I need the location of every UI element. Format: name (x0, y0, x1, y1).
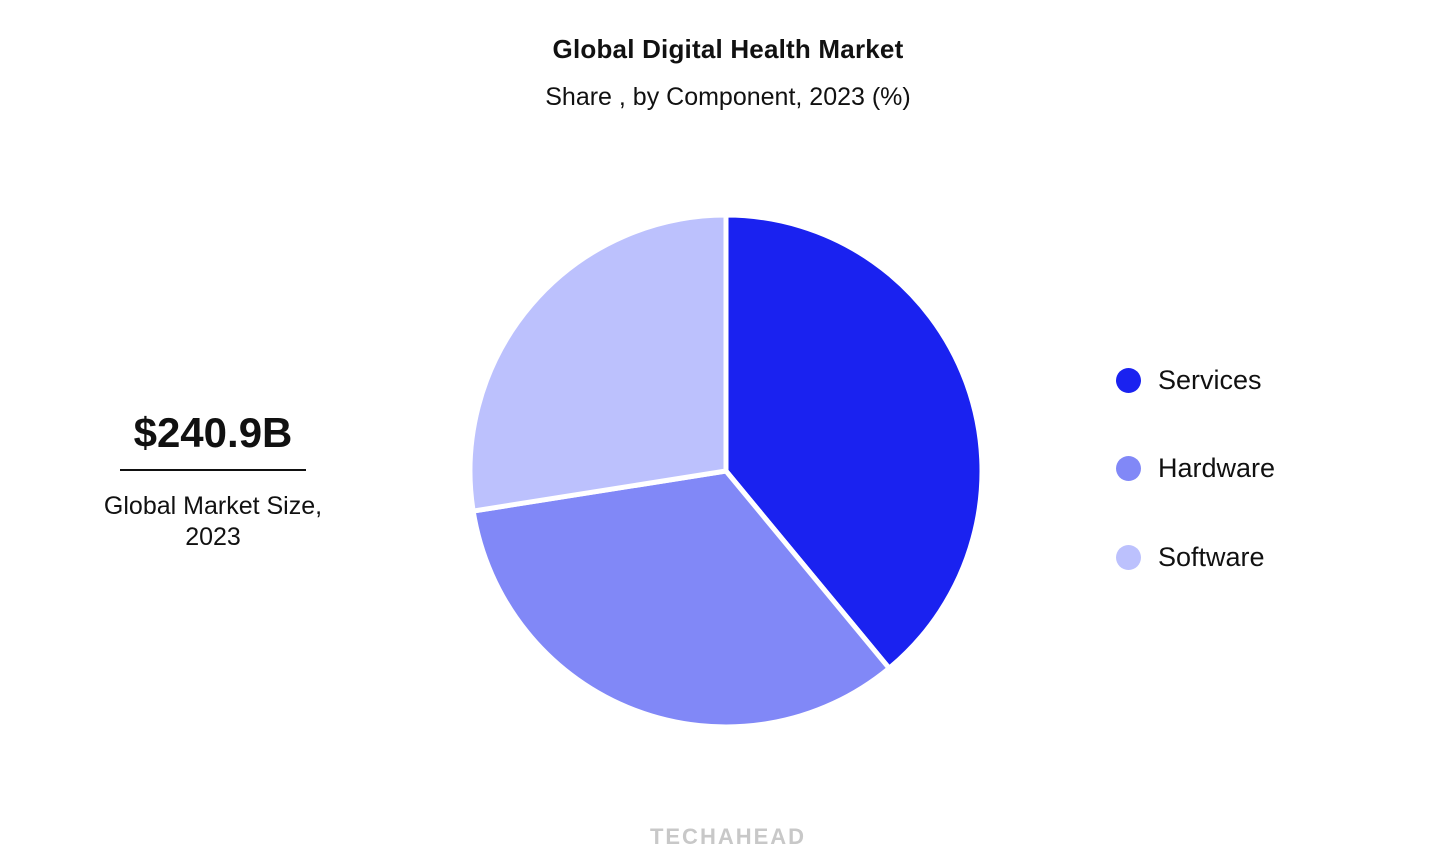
legend-item-hardware: Hardware (1116, 453, 1275, 484)
divider (120, 469, 306, 471)
pie-slice-software (467, 212, 729, 514)
legend-swatch-software (1116, 545, 1141, 570)
legend-item-software: Software (1116, 542, 1265, 573)
chart-subtitle: Share , by Component, 2023 (%) (545, 83, 911, 111)
legend-swatch-services (1116, 368, 1141, 393)
legend-item-services: Services (1116, 365, 1262, 396)
pie-chart (467, 212, 985, 730)
brand-watermark: TECHAHEAD (649, 824, 807, 849)
legend-label: Hardware (1158, 453, 1276, 483)
market-size-label: Global Market Size, 2023 (60, 491, 366, 553)
legend-label: Services (1158, 365, 1262, 395)
legend-swatch-hardware (1116, 456, 1141, 481)
pie-slice-services (723, 212, 985, 671)
chart-title: Global Digital Health Market (552, 34, 904, 64)
market-size-label-line1: Global Market Size, (103, 492, 323, 520)
pie-slice-hardware (470, 468, 892, 730)
legend-label: Software (1158, 542, 1265, 572)
market-size-value: $240.9B (133, 409, 293, 456)
market-size-label-line2: 2023 (185, 523, 241, 551)
market-size-callout: $240.9B Global Market Size, 2023 (60, 405, 366, 553)
